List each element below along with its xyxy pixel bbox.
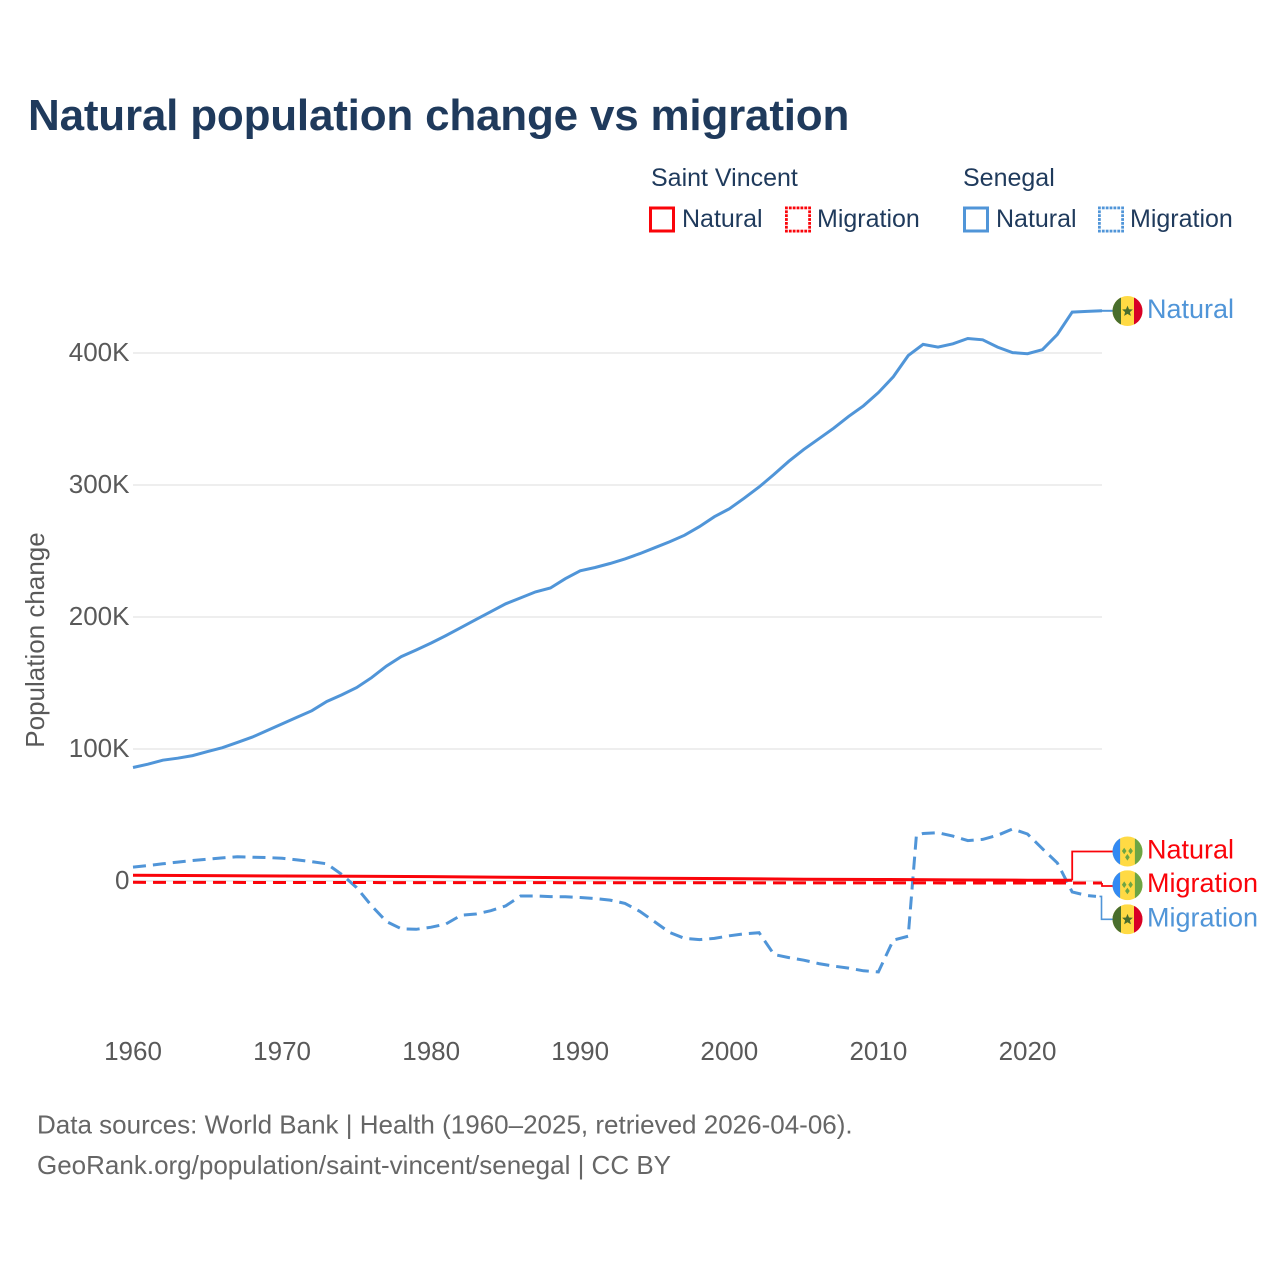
svg-text:2020: 2020 [999,1036,1057,1066]
svg-text:Data sources: World Bank | Hea: Data sources: World Bank | Health (1960–… [37,1110,853,1140]
svg-text:Natural: Natural [1147,835,1234,865]
svg-text:Saint Vincent: Saint Vincent [651,164,798,192]
svg-text:2010: 2010 [849,1036,907,1066]
svg-text:Population change: Population change [20,532,50,747]
svg-text:Migration: Migration [1147,902,1258,932]
svg-text:1960: 1960 [104,1036,162,1066]
svg-text:Natural: Natural [996,205,1077,233]
svg-text:1980: 1980 [402,1036,460,1066]
svg-text:100K: 100K [69,733,130,763]
svg-text:1990: 1990 [551,1036,609,1066]
svg-text:Natural: Natural [1147,294,1234,324]
svg-text:Senegal: Senegal [963,164,1055,192]
svg-text:200K: 200K [69,601,130,631]
svg-text:GeoRank.org/population/saint-v: GeoRank.org/population/saint-vincent/sen… [37,1150,671,1180]
svg-text:0: 0 [115,865,129,895]
svg-text:Migration: Migration [1147,868,1258,898]
svg-text:Migration: Migration [1130,205,1233,233]
svg-text:300K: 300K [69,469,130,499]
svg-text:Natural population change vs m: Natural population change vs migration [28,91,849,140]
svg-text:1970: 1970 [253,1036,311,1066]
svg-text:400K: 400K [69,337,130,367]
svg-text:2000: 2000 [700,1036,758,1066]
svg-text:Natural: Natural [682,205,763,233]
svg-text:Migration: Migration [817,205,920,233]
